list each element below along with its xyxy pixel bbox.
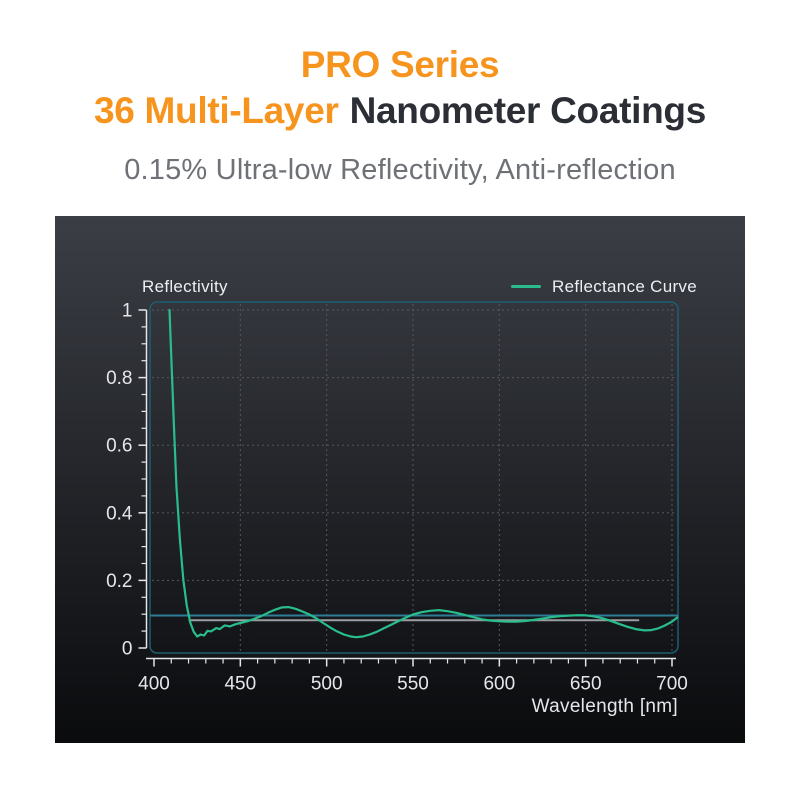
y-tick-label: 0.4 xyxy=(106,503,133,524)
x-tick-label: 450 xyxy=(224,674,256,695)
x-tick-label: 600 xyxy=(483,674,515,695)
page-title-line2: 36 Multi-Layer Nanometer Coatings xyxy=(0,88,800,134)
page-title-line2-orange: 36 Multi-Layer xyxy=(93,90,339,131)
header: PRO Series 36 Multi-Layer Nanometer Coati… xyxy=(0,42,800,187)
chart-y-axis-title: Reflectivity xyxy=(142,277,228,296)
chart-card xyxy=(55,216,745,743)
x-tick-label: 700 xyxy=(656,674,688,695)
legend-label: Reflectance Curve xyxy=(552,276,697,296)
y-tick-label: 1 xyxy=(122,301,133,322)
x-tick-label: 650 xyxy=(570,674,602,695)
legend: Reflectance Curve xyxy=(511,277,697,296)
x-tick-label: 400 xyxy=(138,674,170,695)
page-title-line1: PRO Series xyxy=(300,44,500,85)
y-tick-label: 0 xyxy=(122,639,133,660)
y-tick-label: 0.2 xyxy=(106,571,132,592)
reflectance-curve xyxy=(168,308,679,639)
subtitle: 0.15% Ultra-low Reflectivity, Anti-refle… xyxy=(124,154,676,186)
legend-line-swatch xyxy=(511,285,542,288)
x-tick-label: 500 xyxy=(311,674,343,695)
y-tick-label: 0.8 xyxy=(106,368,132,389)
page-title-line2-dark: Nanometer Coatings xyxy=(349,90,707,131)
chart-x-axis-title: Wavelength [nm] xyxy=(531,696,678,717)
plot-border xyxy=(149,301,679,654)
y-tick-label: 0.6 xyxy=(106,436,132,457)
x-tick-label: 550 xyxy=(397,674,429,695)
